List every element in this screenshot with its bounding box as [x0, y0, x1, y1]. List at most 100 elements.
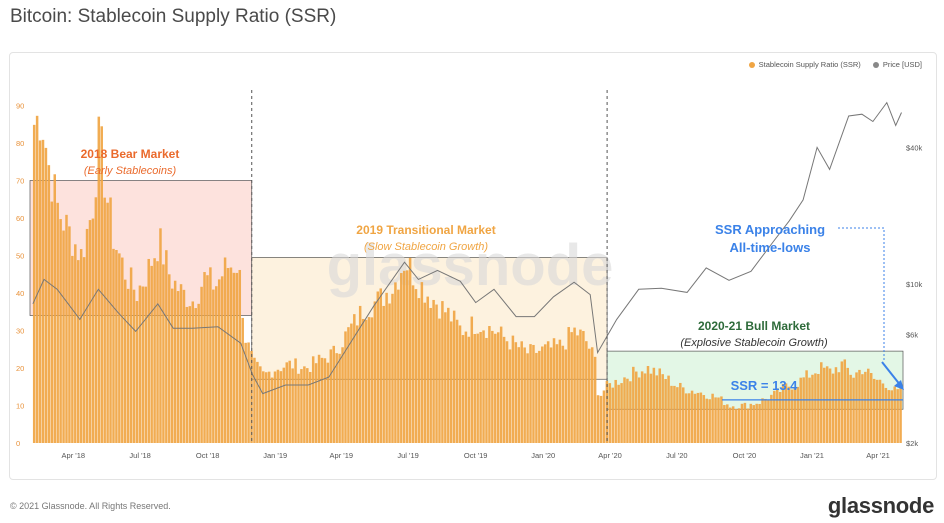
ssr-bar [494, 333, 497, 443]
ssr-bar [588, 348, 591, 443]
ssr-bar [690, 390, 694, 443]
ssr-bar [405, 270, 409, 443]
ssr-bar [370, 317, 374, 443]
ssr-bar [781, 383, 785, 443]
ssr-bar [185, 306, 189, 443]
ssr-bar [385, 292, 388, 443]
ssr-bar [514, 342, 518, 443]
ssr-bar [467, 336, 471, 443]
ssr-bar [76, 260, 80, 443]
ssr-bar [62, 230, 65, 443]
ssr-bar [485, 337, 488, 443]
legend-label-ssr: Stablecoin Supply Ratio (SSR) [758, 60, 861, 69]
ssr-bar [538, 350, 541, 443]
ssr-bar [420, 282, 424, 443]
glassnode-logo[interactable]: glassnode [827, 493, 934, 518]
ssr-bar [526, 353, 529, 443]
ssr-bar [640, 371, 644, 443]
ssr-bar [676, 387, 679, 443]
ssr-bar [611, 387, 615, 443]
ssr-bar [32, 124, 36, 443]
ssr-bar [737, 408, 741, 443]
chart-legend: Stablecoin Supply Ratio (SSR) Price [USD… [748, 60, 922, 69]
x-tick-label: Oct '18 [196, 451, 220, 460]
ssr-bar [162, 264, 165, 443]
ssr-bar [38, 140, 42, 443]
ssr-bar [326, 362, 330, 443]
ssr-bar [714, 397, 717, 443]
legend-item-price[interactable]: Price [USD] [872, 60, 922, 69]
ssr-bar [209, 267, 212, 443]
ssr-bar [693, 393, 697, 443]
ssr-bar [270, 377, 274, 443]
ssr-bar [112, 248, 115, 443]
price-line [32, 101, 902, 395]
ssr-bar [761, 398, 764, 443]
ssr-bar [496, 332, 500, 443]
ssr-bar [770, 394, 773, 443]
ssr-bar [535, 352, 538, 443]
ssr-bar [752, 405, 755, 443]
ssr-bar [429, 307, 432, 443]
ssr-bar [878, 379, 882, 443]
ssr-bar [306, 368, 309, 443]
ssr-bar [314, 363, 318, 443]
ssr-bar [858, 369, 861, 443]
ssr-bar [867, 368, 870, 443]
ssr-bar [200, 286, 203, 443]
ssr-bar [708, 399, 711, 443]
ssr-bar [887, 390, 891, 443]
ssr-bar [614, 379, 617, 443]
ssr-bar [479, 331, 482, 443]
y-tick-left: 70 [16, 177, 24, 186]
ssr-bar [173, 280, 177, 443]
annotation-arrowhead [894, 380, 904, 390]
ssr-bar [41, 139, 45, 443]
legend-label-price: Price [USD] [882, 60, 922, 69]
ssr-bar [667, 375, 670, 443]
ssr-bar [573, 327, 576, 443]
region-title-bull: 2020-21 Bull Market [698, 319, 810, 333]
legend-swatch-price [872, 61, 879, 68]
ssr-bar [637, 377, 641, 443]
ssr-bar [664, 379, 667, 443]
ssr-bar [849, 374, 852, 443]
x-tick-label: Jan '20 [531, 451, 555, 460]
ssr-bar [893, 386, 896, 443]
ssr-bar [264, 372, 268, 443]
ssr-bar [391, 293, 394, 443]
ssr-bar [56, 202, 59, 443]
ssr-bar [226, 268, 230, 443]
legend-item-ssr[interactable]: Stablecoin Supply Ratio (SSR) [748, 60, 861, 69]
ssr-bar [397, 289, 400, 443]
ssr-bar [335, 353, 338, 443]
annotation-alltime-lows: All-time-lows [730, 240, 811, 255]
copyright-text: © 2021 Glassnode. All Rights Reserved. [10, 501, 171, 511]
ssr-bar [626, 378, 629, 443]
ssr-bar [150, 265, 153, 443]
ssr-bar [220, 276, 224, 443]
ssr-bar [731, 406, 735, 443]
ssr-bar [793, 387, 797, 443]
ssr-bar [444, 312, 447, 443]
ssr-bar [582, 331, 585, 443]
ssr-bar [593, 356, 597, 443]
ssr-bar [400, 273, 403, 443]
y-tick-left: 60 [16, 214, 24, 223]
ssr-bar [338, 353, 341, 443]
ssr-bar [223, 257, 227, 443]
ssr-bar [267, 371, 271, 443]
ssr-bar [217, 279, 221, 443]
ssr-bar [778, 391, 782, 443]
ssr-bar [635, 371, 638, 443]
ssr-bar [555, 344, 559, 443]
ssr-bar [147, 258, 150, 443]
ssr-bar [723, 405, 726, 443]
ssr-bar [546, 341, 550, 443]
ssr-bar [367, 317, 371, 443]
y-tick-left: 10 [16, 402, 24, 411]
ssr-bar [423, 302, 427, 443]
ssr-bar [144, 286, 148, 443]
ssr-bar [170, 288, 174, 443]
ssr-bar [229, 267, 233, 443]
